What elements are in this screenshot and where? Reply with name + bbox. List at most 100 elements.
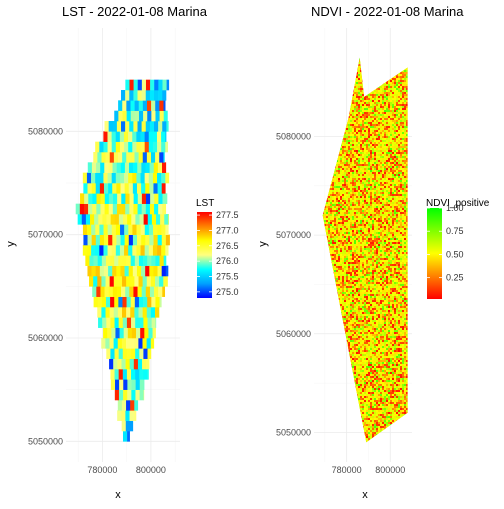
lst-cell: [113, 359, 117, 370]
ndvi-pixel: [394, 182, 396, 184]
ndvi-pixel: [394, 46, 396, 48]
ndvi-pixel: [410, 100, 412, 102]
ndvi-pixel: [396, 68, 398, 70]
ndvi-pixel: [352, 106, 354, 108]
ndvi-pixel: [396, 204, 398, 206]
ndvi-pixel: [346, 158, 348, 160]
ndvi-pixel: [404, 114, 406, 116]
ndvi-pixel: [406, 164, 408, 166]
ndvi-pixel: [318, 54, 320, 56]
ndvi-pixel: [334, 156, 336, 158]
ndvi-pixel: [350, 90, 352, 92]
ndvi-pixel: [410, 200, 412, 202]
ndvi-pixel: [402, 32, 404, 34]
ndvi-pixel: [400, 70, 402, 72]
ndvi-pixel: [326, 50, 328, 52]
ndvi-pixel: [348, 118, 350, 120]
ndvi-pixel: [404, 144, 406, 146]
ndvi-pixel: [334, 32, 336, 34]
ndvi-pixel: [364, 76, 366, 78]
ndvi-pixel: [386, 188, 388, 190]
ndvi-pixel: [384, 82, 386, 84]
ndvi-pixel: [398, 202, 400, 204]
lst-cell: [143, 348, 147, 359]
ndvi-pixel: [396, 182, 398, 184]
ndvi-pixel: [382, 52, 384, 54]
ndvi-pixel: [328, 172, 330, 174]
ndvi-pixel: [366, 56, 368, 58]
lst-cell: [147, 255, 151, 266]
ndvi-pixel: [390, 168, 392, 170]
ndvi-pixel: [336, 96, 338, 98]
ndvi-pixel: [400, 100, 402, 102]
ndvi-pixel: [378, 52, 380, 54]
lst-cell: [130, 193, 134, 204]
ndvi-pixel: [392, 36, 394, 38]
ndvi-pixel: [358, 114, 360, 116]
ndvi-pixel: [370, 160, 372, 162]
ndvi-pixel: [352, 156, 354, 158]
ndvi-pixel: [386, 190, 388, 192]
ndvi-pixel: [356, 32, 358, 34]
ndvi-pixel: [350, 76, 352, 78]
ndvi-pixel: [320, 78, 322, 80]
ndvi-pixel: [342, 140, 344, 142]
ndvi-pixel: [354, 192, 356, 194]
lst-cell: [135, 297, 139, 308]
ndvi-pixel: [410, 48, 412, 50]
ndvi-pixel: [320, 190, 322, 192]
ndvi-pixel: [406, 158, 408, 160]
ndvi-pixel: [332, 74, 334, 76]
ndvi-pixel: [400, 128, 402, 130]
ndvi-pixel: [402, 206, 404, 208]
ndvi-pixel: [396, 72, 398, 74]
ndvi-pixel: [398, 70, 400, 72]
ndvi-pixel: [320, 126, 322, 128]
ndvi-pixel: [352, 108, 354, 110]
lst-cell: [163, 100, 165, 111]
ndvi-pixel: [404, 94, 406, 96]
ndvi-pixel: [332, 50, 334, 52]
ndvi-pixel: [410, 82, 412, 84]
ndvi-pixel: [342, 188, 344, 190]
lst-cell: [100, 183, 104, 194]
ndvi-pixel: [388, 90, 390, 92]
ndvi-pixel: [332, 156, 334, 158]
ndvi-pixel: [402, 42, 404, 44]
ndvi-pixel: [356, 48, 358, 50]
ndvi-pixel: [346, 208, 348, 210]
ndvi-pixel: [340, 30, 342, 32]
ndvi-pixel: [380, 126, 382, 128]
ndvi-pixel: [374, 184, 376, 186]
ndvi-pixel: [382, 66, 384, 68]
lst-cell: [147, 152, 151, 163]
ndvi-pixel: [396, 42, 398, 44]
x-tick-label: 780000: [87, 465, 117, 475]
ndvi-pixel: [364, 30, 366, 32]
ndvi-pixel: [386, 88, 388, 90]
ndvi-pixel: [404, 32, 406, 34]
ndvi-pixel: [340, 68, 342, 70]
ndvi-pixel: [314, 194, 316, 196]
ndvi-pixel: [330, 162, 332, 164]
ndvi-pixel: [368, 100, 370, 102]
ndvi-pixel: [338, 150, 340, 152]
ndvi-pixel: [382, 154, 384, 156]
ndvi-pixel: [376, 122, 378, 124]
ndvi-pixel: [332, 72, 334, 74]
ndvi-pixel: [336, 146, 338, 148]
lst-cell: [92, 286, 96, 297]
ndvi-pixel: [316, 102, 318, 104]
ndvi-pixel: [314, 64, 316, 66]
ndvi-pixel: [392, 52, 394, 54]
ndvi-pixel: [368, 158, 370, 160]
ndvi-pixel: [350, 44, 352, 46]
ndvi-pixel: [318, 48, 320, 50]
ndvi-pixel: [354, 46, 356, 48]
ndvi-pixel: [350, 110, 352, 112]
ndvi-pixel: [354, 174, 356, 176]
lst-cell: [158, 121, 162, 132]
ndvi-pixel: [374, 168, 376, 170]
ndvi-pixel: [362, 84, 364, 86]
ndvi-pixel: [314, 42, 316, 44]
